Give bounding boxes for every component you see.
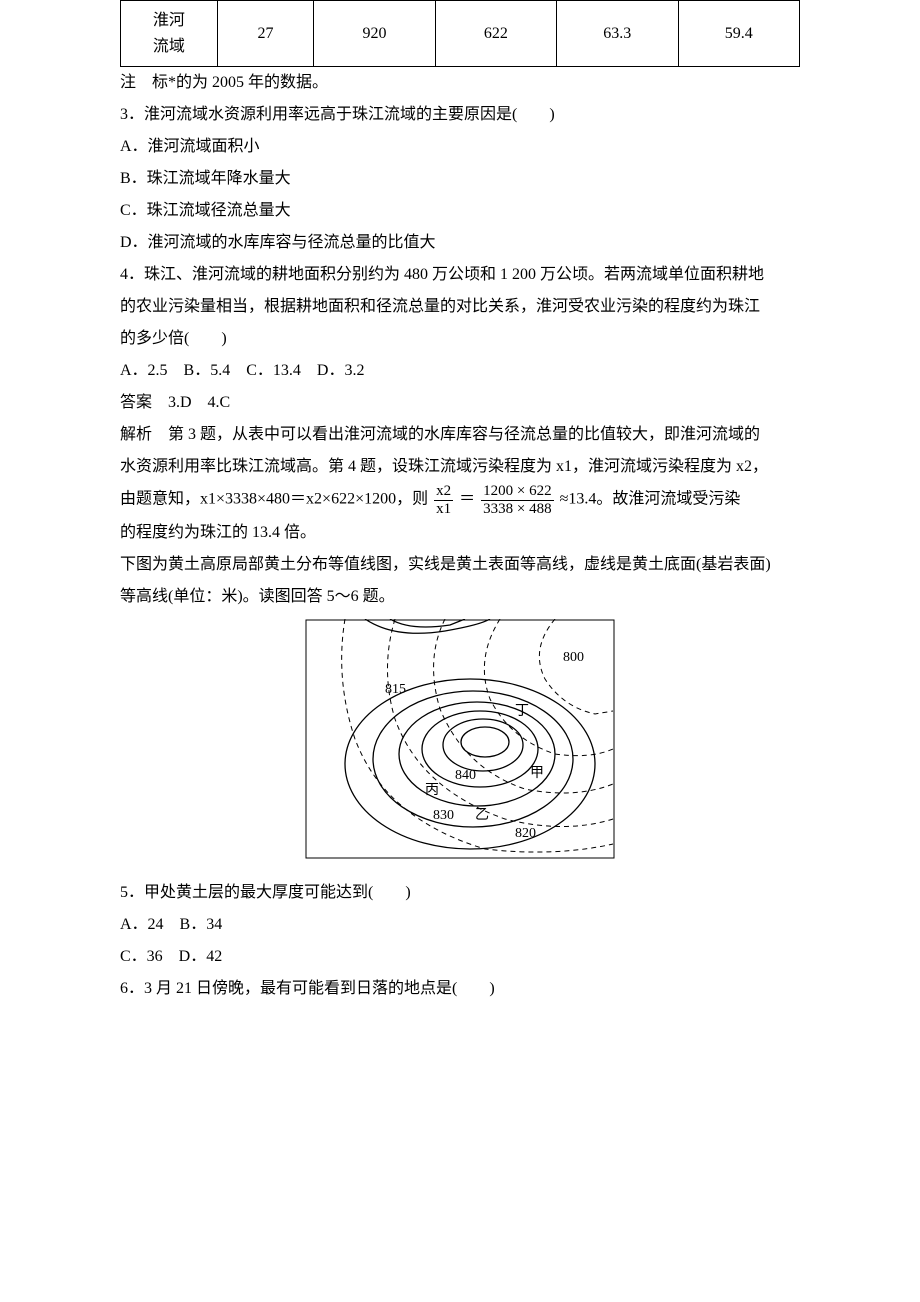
explain-line4: 的程度约为珠江的 13.4 倍。	[120, 517, 800, 549]
q4-options: A．2.5 B．5.4 C．13.4 D．3.2	[120, 355, 800, 387]
label-800: 800	[563, 650, 584, 665]
q6-stem: 6．3 月 21 日傍晚，最有可能看到日落的地点是( )	[120, 973, 800, 1005]
cell-2: 622	[435, 1, 556, 67]
cell-3: 63.3	[557, 1, 678, 67]
q3-option-b: B．珠江流域年降水量大	[120, 163, 800, 195]
q3-option-a: A．淮河流域面积小	[120, 131, 800, 163]
q3-option-c: C．珠江流域径流总量大	[120, 195, 800, 227]
row-label-line1: 淮河	[153, 12, 185, 29]
table-row: 淮河 流域 27 920 622 63.3 59.4	[121, 1, 800, 67]
frac1-num: x2	[434, 483, 453, 501]
equals: ＝	[459, 491, 475, 508]
q4-stem-line2: 的农业污染量相当，根据耕地面积和径流总量的对比关系，淮河受农业污染的程度约为珠江	[120, 291, 800, 323]
explain-l3b: ≈13.4。故淮河流域受污染	[560, 491, 741, 508]
q5-opts2: C．36 D．42	[120, 941, 800, 973]
cell-0: 27	[217, 1, 314, 67]
fraction-2: 1200 × 622 3338 × 488	[479, 483, 555, 517]
frac1-den: x1	[434, 501, 453, 518]
data-table: 淮河 流域 27 920 622 63.3 59.4	[120, 0, 800, 67]
cell-4: 59.4	[678, 1, 800, 67]
table-note: 注 标*的为 2005 年的数据。	[120, 67, 800, 99]
q5-opts1: A．24 B．34	[120, 909, 800, 941]
fig-intro-line1: 下图为黄土高原局部黄土分布等值线图，实线是黄土表面等高线，虚线是黄土底面(基岩表…	[120, 549, 800, 581]
label-840: 840	[455, 768, 476, 783]
explain-line1: 解析 第 3 题，从表中可以看出淮河流域的水库库容与径流总量的比值较大，即淮河流…	[120, 419, 800, 451]
row-label-line2: 流域	[153, 38, 185, 55]
label-ding: 丁	[515, 704, 529, 719]
label-jia: 甲	[530, 766, 544, 781]
cell-1: 920	[314, 1, 435, 67]
q3-option-d: D．淮河流域的水库库容与径流总量的比值大	[120, 227, 800, 259]
frac2-den: 3338 × 488	[481, 501, 553, 518]
q3-stem: 3．淮河流域水资源利用率远高于珠江流域的主要原因是( )	[120, 99, 800, 131]
label-830: 830	[433, 808, 454, 823]
q5-stem: 5．甲处黄土层的最大厚度可能达到( )	[120, 877, 800, 909]
explain-line3: 由题意知，x1×3338×480＝x2×622×1200，则 x2 x1 ＝ 1…	[120, 483, 800, 517]
label-bing: 丙	[425, 783, 439, 798]
contour-diagram: 800 815 840 830 820 甲 乙 丙 丁	[120, 619, 800, 871]
answers: 答案 3.D 4.C	[120, 387, 800, 419]
label-yi: 乙	[475, 807, 489, 823]
q4-stem-line1: 4．珠江、淮河流域的耕地面积分别约为 480 万公顷和 1 200 万公顷。若两…	[120, 259, 800, 291]
contour-svg: 800 815 840 830 820 甲 乙 丙 丁	[305, 619, 615, 859]
explain-l3a: 由题意知，x1×3338×480＝x2×622×1200，则	[120, 491, 428, 508]
label-815: 815	[385, 682, 406, 697]
q4-stem-line3: 的多少倍( )	[120, 323, 800, 355]
fig-intro-line2: 等高线(单位：米)。读图回答 5～6 题。	[120, 581, 800, 613]
row-header-cell: 淮河 流域	[121, 1, 218, 67]
frac2-num: 1200 × 622	[481, 483, 553, 501]
label-820: 820	[515, 826, 536, 841]
fraction-1: x2 x1	[432, 483, 455, 517]
explain-line2: 水资源利用率比珠江流域高。第 4 题，设珠江流域污染程度为 x1，淮河流域污染程…	[120, 451, 800, 483]
